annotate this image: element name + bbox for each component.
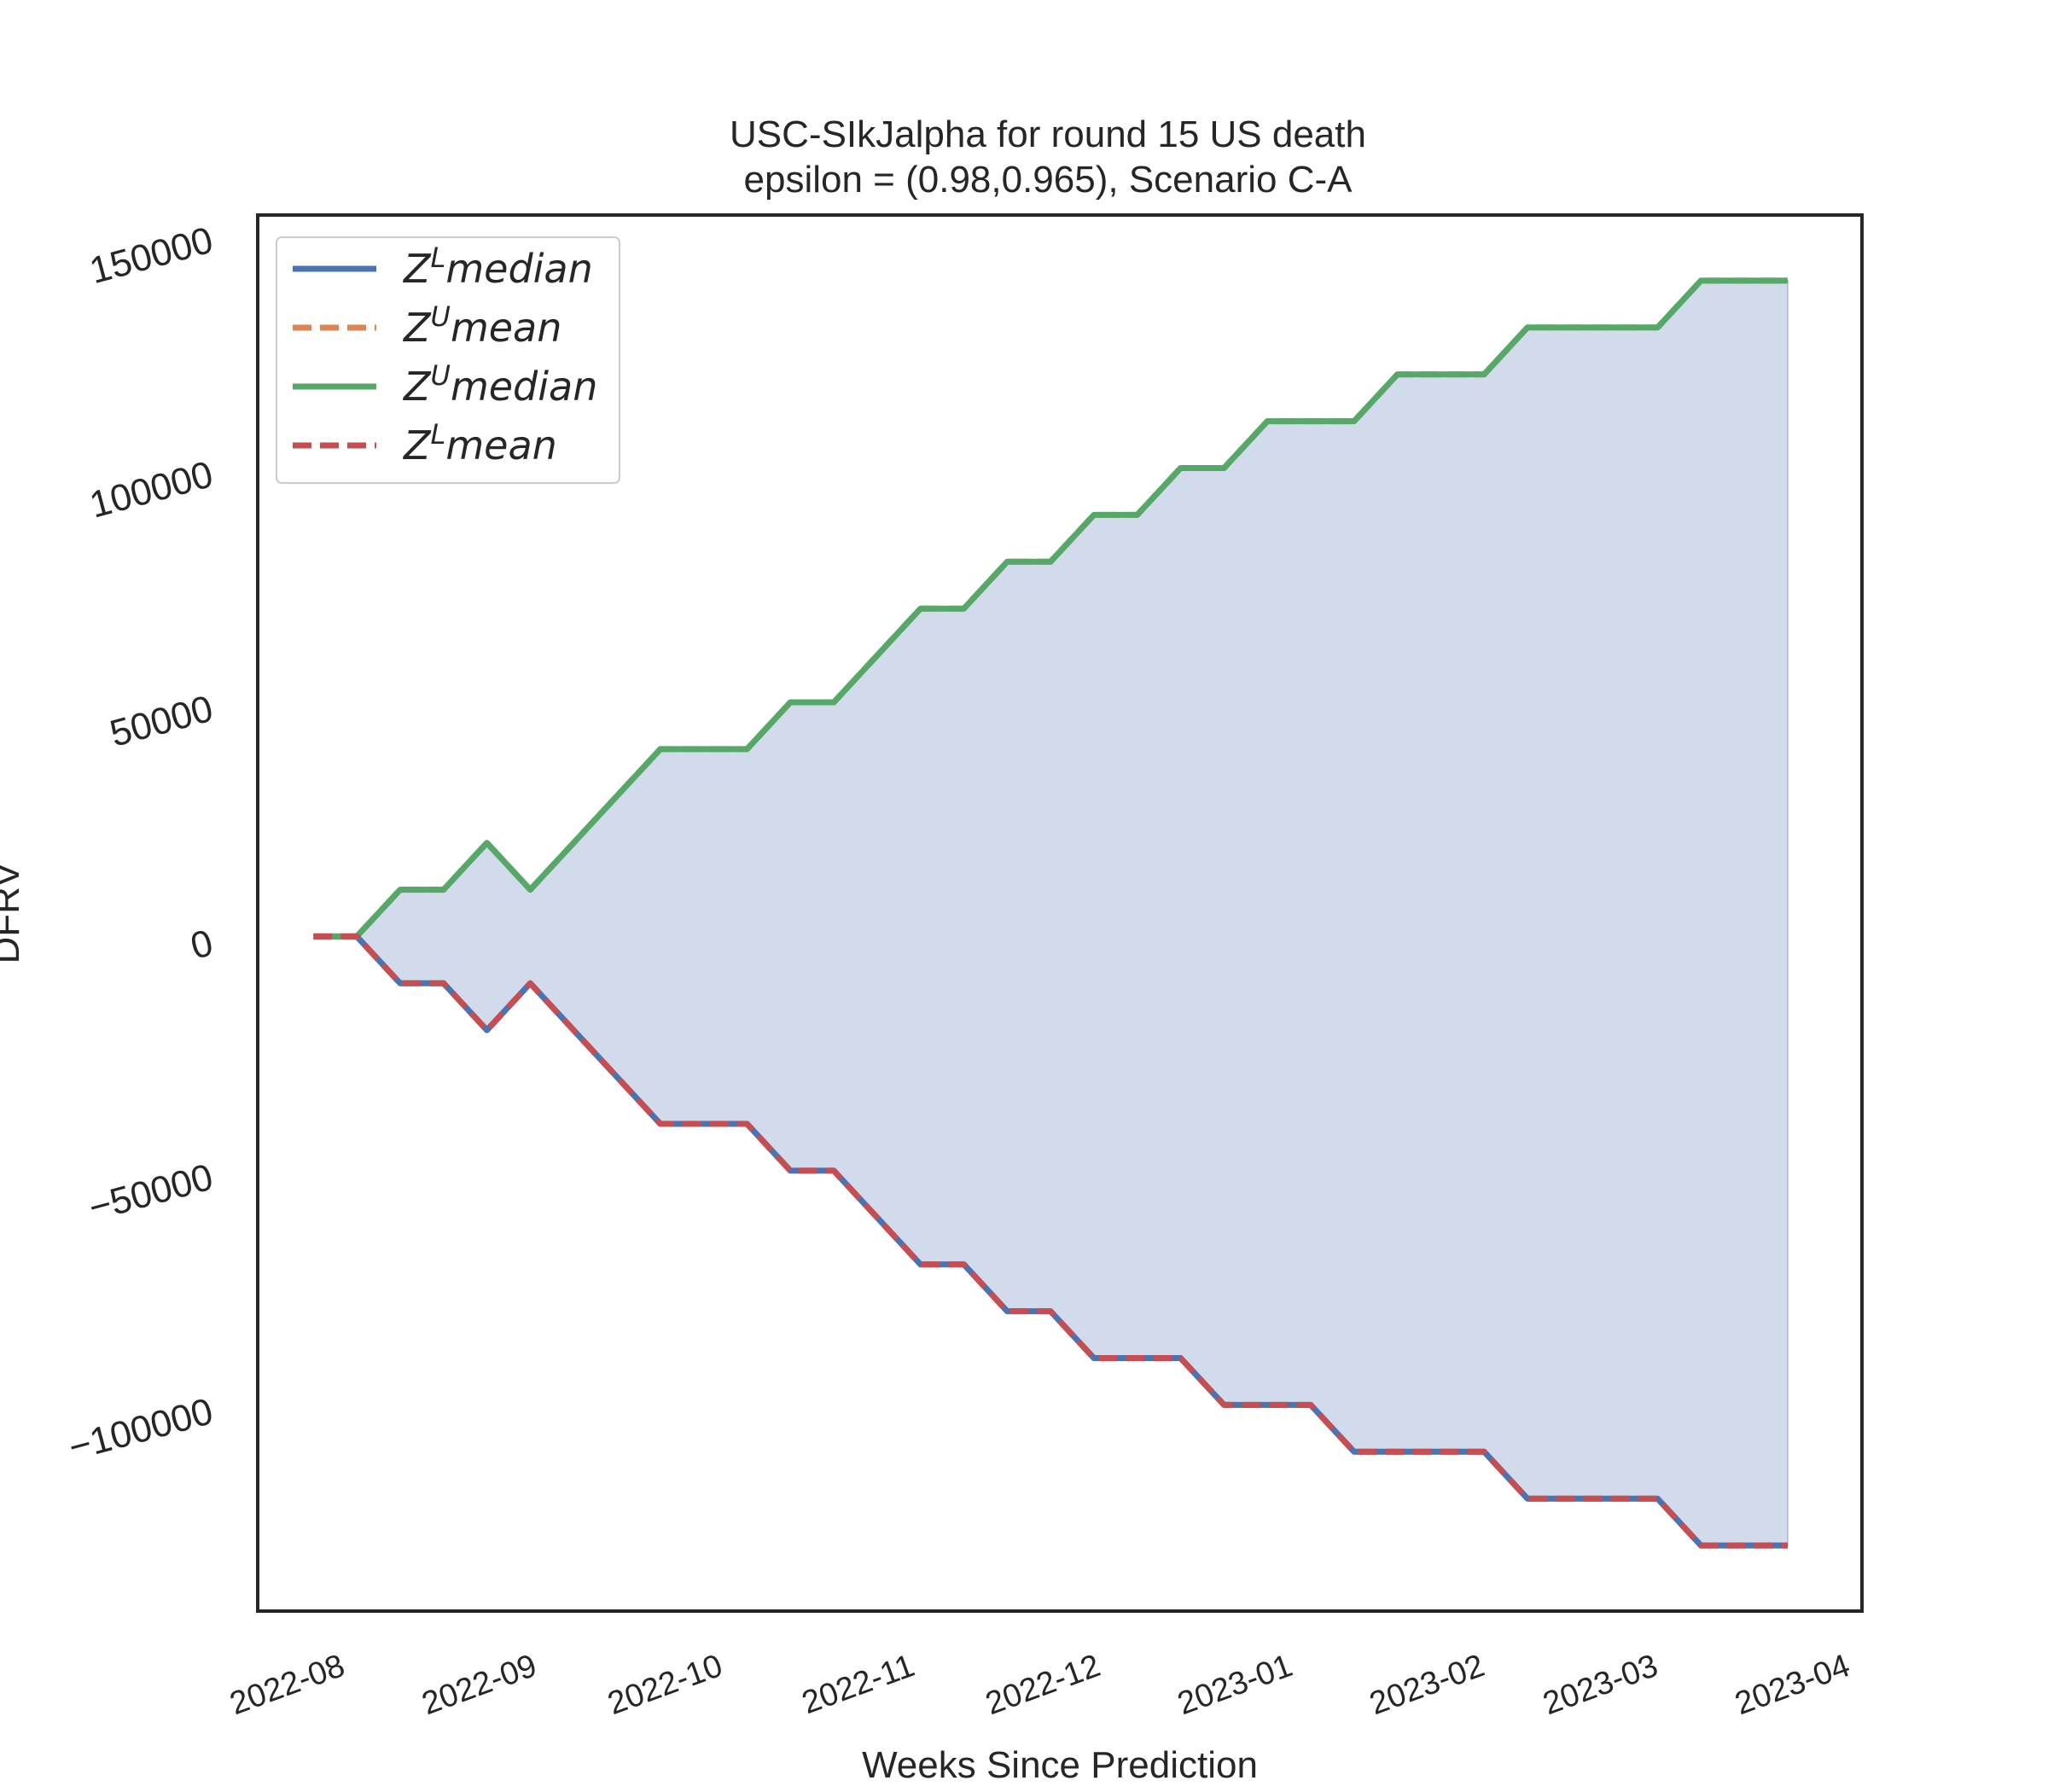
y-tick-label: 100000 bbox=[85, 453, 218, 526]
x-tick-label: 2022-10 bbox=[603, 1648, 727, 1722]
y-tick-label: −50000 bbox=[84, 1156, 218, 1230]
plot-frame bbox=[256, 213, 1864, 1613]
x-tick-label: 2022-08 bbox=[225, 1648, 349, 1722]
chart-title-line2: epsilon = (0.98,0.965), Scenario C-A bbox=[744, 159, 1353, 201]
chart-title-line1: USC-SIkJalpha for round 15 US death bbox=[730, 113, 1366, 155]
series-line-4 bbox=[313, 933, 1788, 1549]
series-line-3 bbox=[313, 277, 1788, 940]
x-tick-label: 2023-02 bbox=[1365, 1648, 1489, 1722]
x-axis-label: Weeks Since Prediction bbox=[862, 1744, 1258, 1786]
y-tick-label: 0 bbox=[186, 922, 217, 968]
x-tick-label: 2022-11 bbox=[797, 1648, 919, 1721]
legend-entry: ZLmean bbox=[402, 418, 557, 468]
legend: ZLmedian ZUmean ZUmedian ZLmean bbox=[276, 236, 620, 484]
x-tick-label: 2023-04 bbox=[1731, 1648, 1854, 1722]
x-tick-label: 2022-09 bbox=[417, 1648, 541, 1722]
y-axis-label: DFRV bbox=[0, 862, 27, 964]
x-tick-label: 2022-12 bbox=[981, 1648, 1105, 1722]
y-tick-label: 50000 bbox=[106, 688, 218, 755]
x-tick-label: 2023-03 bbox=[1539, 1648, 1662, 1722]
x-axis-ticks: 2022-08 2022-09 2022-10 2022-11 2022-12 2023-… bbox=[225, 1648, 1854, 1722]
y-tick-label: −100000 bbox=[64, 1390, 217, 1469]
x-tick-label: 2023-01 bbox=[1173, 1648, 1297, 1722]
legend-entry: ZUmean bbox=[402, 300, 561, 351]
legend-entry: ZLmedian bbox=[402, 241, 593, 292]
legend-entry: ZUmedian bbox=[402, 359, 597, 410]
y-tick-label: 150000 bbox=[85, 219, 218, 292]
legend-box bbox=[276, 236, 620, 484]
plot-area bbox=[313, 277, 1789, 1549]
y-axis-ticks: −100000 −50000 0 50000 100000 150000 bbox=[64, 219, 217, 1469]
